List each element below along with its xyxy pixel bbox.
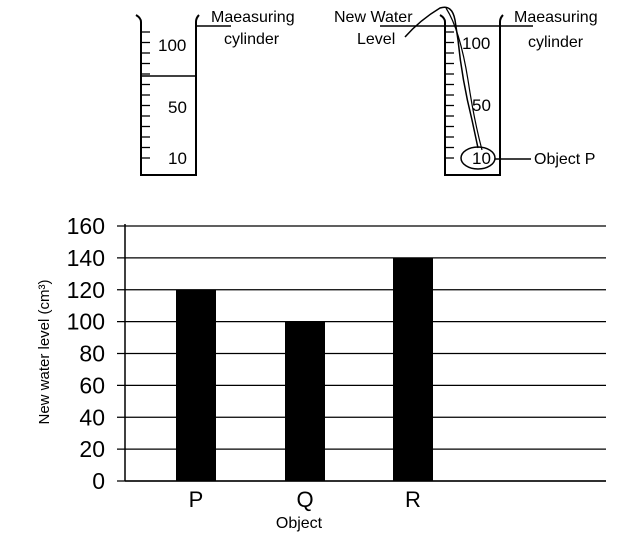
y-tick-label: 0 bbox=[92, 468, 105, 494]
x-axis-label: Object bbox=[276, 515, 323, 532]
y-tick-labels: 0 20 40 60 80 100 120 140 160 bbox=[67, 213, 105, 494]
y-tick-label: 20 bbox=[79, 436, 105, 462]
right-cylinder-label-line1: Maeasuring bbox=[514, 9, 598, 26]
right-scale-10: 10 bbox=[472, 149, 491, 168]
left-cylinder-ticks bbox=[141, 31, 150, 159]
right-measuring-cylinder: 100 50 10 Object P New Water Level Maeas… bbox=[334, 6, 598, 176]
object-string bbox=[404, 6, 479, 149]
left-measuring-cylinder: 100 50 10 Maeasuring cylinder bbox=[135, 9, 295, 176]
right-cylinder-ticks bbox=[445, 31, 454, 159]
bar-q bbox=[285, 321, 325, 481]
y-tick-label: 160 bbox=[67, 213, 105, 239]
object-p-label: Object P bbox=[534, 151, 595, 168]
left-cylinder-label-line1: Maeasuring bbox=[211, 9, 295, 26]
left-cylinder-outline bbox=[135, 14, 200, 176]
right-scale-100: 100 bbox=[462, 34, 490, 53]
new-water-level-label-line2: Level bbox=[357, 31, 395, 48]
right-cylinder-outline bbox=[439, 14, 504, 176]
right-scale-50: 50 bbox=[472, 96, 491, 115]
left-cylinder-label-line2: cylinder bbox=[224, 31, 280, 48]
right-cylinder-label-line2: cylinder bbox=[528, 34, 584, 51]
x-tick-label: P bbox=[189, 487, 204, 512]
bar-chart: 0 20 40 60 80 100 120 140 160 P Q R Object New wat… bbox=[36, 213, 606, 532]
object-string-back bbox=[445, 7, 483, 151]
x-tick-label: R bbox=[405, 487, 421, 512]
x-tick-label: Q bbox=[296, 487, 313, 512]
y-tick-label: 60 bbox=[79, 372, 105, 398]
bar-r bbox=[393, 257, 433, 481]
y-tick-label: 80 bbox=[79, 341, 105, 367]
y-tick-label: 40 bbox=[79, 404, 105, 430]
object-p bbox=[460, 146, 496, 170]
y-tick-label: 120 bbox=[67, 277, 105, 303]
y-axis-label: New water level (cm³) bbox=[36, 279, 53, 424]
left-scale-50: 50 bbox=[168, 98, 187, 117]
y-tick-label: 140 bbox=[67, 245, 105, 271]
left-scale-100: 100 bbox=[158, 36, 186, 55]
bars bbox=[176, 257, 433, 481]
left-scale-10: 10 bbox=[168, 149, 187, 168]
bar-p bbox=[176, 289, 216, 481]
y-tick-label: 100 bbox=[67, 309, 105, 335]
new-water-level-label-line1: New Water bbox=[334, 9, 413, 26]
x-tick-labels: P Q R bbox=[189, 487, 421, 512]
